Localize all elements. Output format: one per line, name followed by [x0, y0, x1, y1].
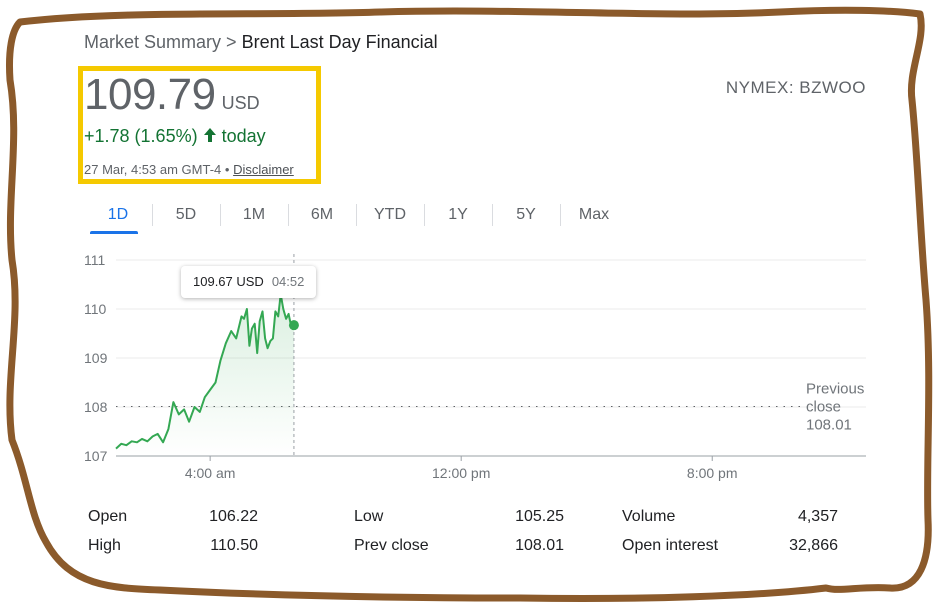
x-tick-label: 4:00 am	[185, 465, 236, 481]
tab-max[interactable]: Max	[560, 200, 628, 234]
y-tick-label: 111	[84, 252, 105, 268]
stat-label-prev-close: Prev close	[354, 537, 429, 554]
tab-5d[interactable]: 5D	[152, 200, 220, 234]
x-tick-label: 12:00 pm	[432, 465, 490, 481]
previous-close-label-line2: close	[806, 399, 841, 416]
stat-label-low: Low	[354, 508, 384, 525]
ticker-symbol: NYMEX: BZWOO	[725, 78, 866, 97]
disclaimer-link[interactable]: Disclaimer	[233, 162, 294, 177]
previous-close-value: 108.01	[806, 417, 852, 434]
quote-timestamp: 27 Mar, 4:53 am GMT-4 • Disclaimer	[84, 162, 294, 177]
y-tick-label: 108	[84, 399, 108, 415]
stat-label-open: Open	[88, 508, 128, 525]
tab-5y[interactable]: 5Y	[492, 200, 560, 234]
price-value: 109.79	[84, 70, 216, 119]
arrow-up-icon	[203, 128, 216, 142]
cursor-dot	[288, 320, 299, 331]
price-area-fill	[116, 294, 294, 456]
tooltip-time: 04:52	[271, 274, 305, 289]
previous-close-label-line1: Previous	[806, 381, 864, 398]
price-highlight-box	[78, 66, 321, 184]
stat-value-volume: 4,357	[797, 508, 838, 525]
breadcrumb-parent[interactable]: Market Summary	[84, 32, 222, 52]
x-tick-label: 8:00 pm	[687, 465, 738, 481]
y-tick-label: 107	[84, 448, 108, 464]
y-tick-label: 110	[84, 301, 107, 317]
tab-1d[interactable]: 1D	[84, 200, 152, 234]
stat-value-open: 106.22	[209, 508, 258, 525]
price-block: 109.79 USD	[84, 70, 260, 120]
breadcrumb-separator: >	[226, 32, 237, 52]
stat-label-high: High	[88, 537, 121, 554]
change-suffix: today	[221, 126, 266, 146]
tooltip-value: 109.67 USD	[193, 274, 264, 289]
tab-1m[interactable]: 1M	[220, 200, 288, 234]
stat-label-open-interest: Open interest	[622, 537, 719, 554]
timestamp-bullet: •	[224, 162, 230, 177]
stat-value-open-interest: 32,866	[789, 537, 838, 554]
price-currency: USD	[221, 93, 260, 113]
tab-ytd[interactable]: YTD	[356, 200, 424, 234]
stats-row: High 110.50 Prev close 108.01 Open inter…	[88, 537, 848, 561]
price-line	[115, 293, 295, 450]
timestamp-text: 27 Mar, 4:53 am GMT-4	[84, 162, 222, 177]
stat-label-volume: Volume	[622, 508, 676, 525]
stats-row: Open 106.22 Low 105.25 Volume 4,357	[88, 508, 848, 532]
chart-tooltip: 109.67 USD 04:52	[181, 266, 317, 298]
price-change: +1.78 (1.65%) today	[84, 126, 266, 147]
breadcrumb-current: Brent Last Day Financial	[241, 32, 438, 52]
stat-value-high: 110.50	[210, 537, 258, 554]
stat-value-low: 105.25	[515, 508, 564, 525]
tab-1y[interactable]: 1Y	[424, 200, 492, 234]
breadcrumb: Market Summary > Brent Last Day Financia…	[84, 32, 438, 53]
range-tabs: 1D 5D 1M 6M YTD 1Y 5Y Max	[84, 200, 628, 234]
change-amount: +1.78 (1.65%)	[84, 126, 198, 146]
y-tick-label: 109	[84, 350, 108, 366]
tab-6m[interactable]: 6M	[288, 200, 356, 234]
stat-value-prev-close: 108.01	[515, 537, 564, 554]
